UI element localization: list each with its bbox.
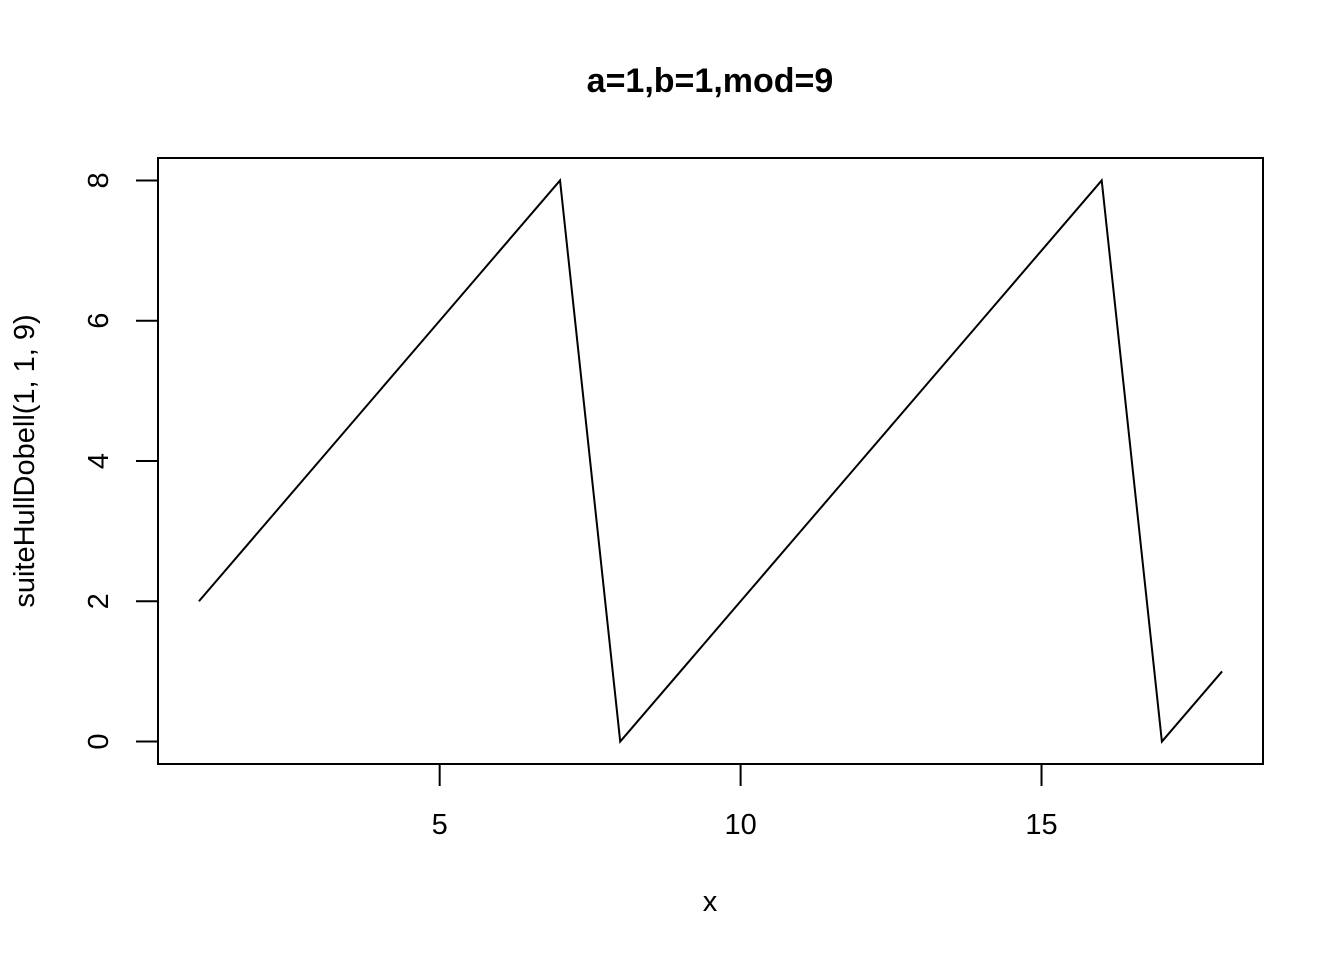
x-axis-label: x bbox=[703, 886, 718, 918]
series-layer bbox=[198, 178, 1223, 744]
y-tick-label: 6 bbox=[83, 313, 115, 329]
x-tick-label: 5 bbox=[432, 809, 448, 841]
y-tick-label: 8 bbox=[83, 172, 115, 188]
y-tick-label: 0 bbox=[83, 733, 115, 749]
x-tick-label: 10 bbox=[724, 809, 756, 841]
y-tick-label: 4 bbox=[83, 453, 115, 469]
y-axis-label: suiteHullDobell(1, 1, 9) bbox=[9, 314, 41, 607]
y-tick-label: 2 bbox=[83, 593, 115, 609]
plot-frame bbox=[157, 157, 1264, 765]
x-tick-label: 15 bbox=[1025, 809, 1057, 841]
chart-title: a=1,b=1,mod=9 bbox=[587, 62, 834, 100]
x-axis-ticks: 5 10 15 bbox=[432, 764, 1058, 841]
series-line bbox=[198, 178, 1223, 744]
y-axis-ticks: 0 2 4 6 8 bbox=[83, 172, 158, 750]
